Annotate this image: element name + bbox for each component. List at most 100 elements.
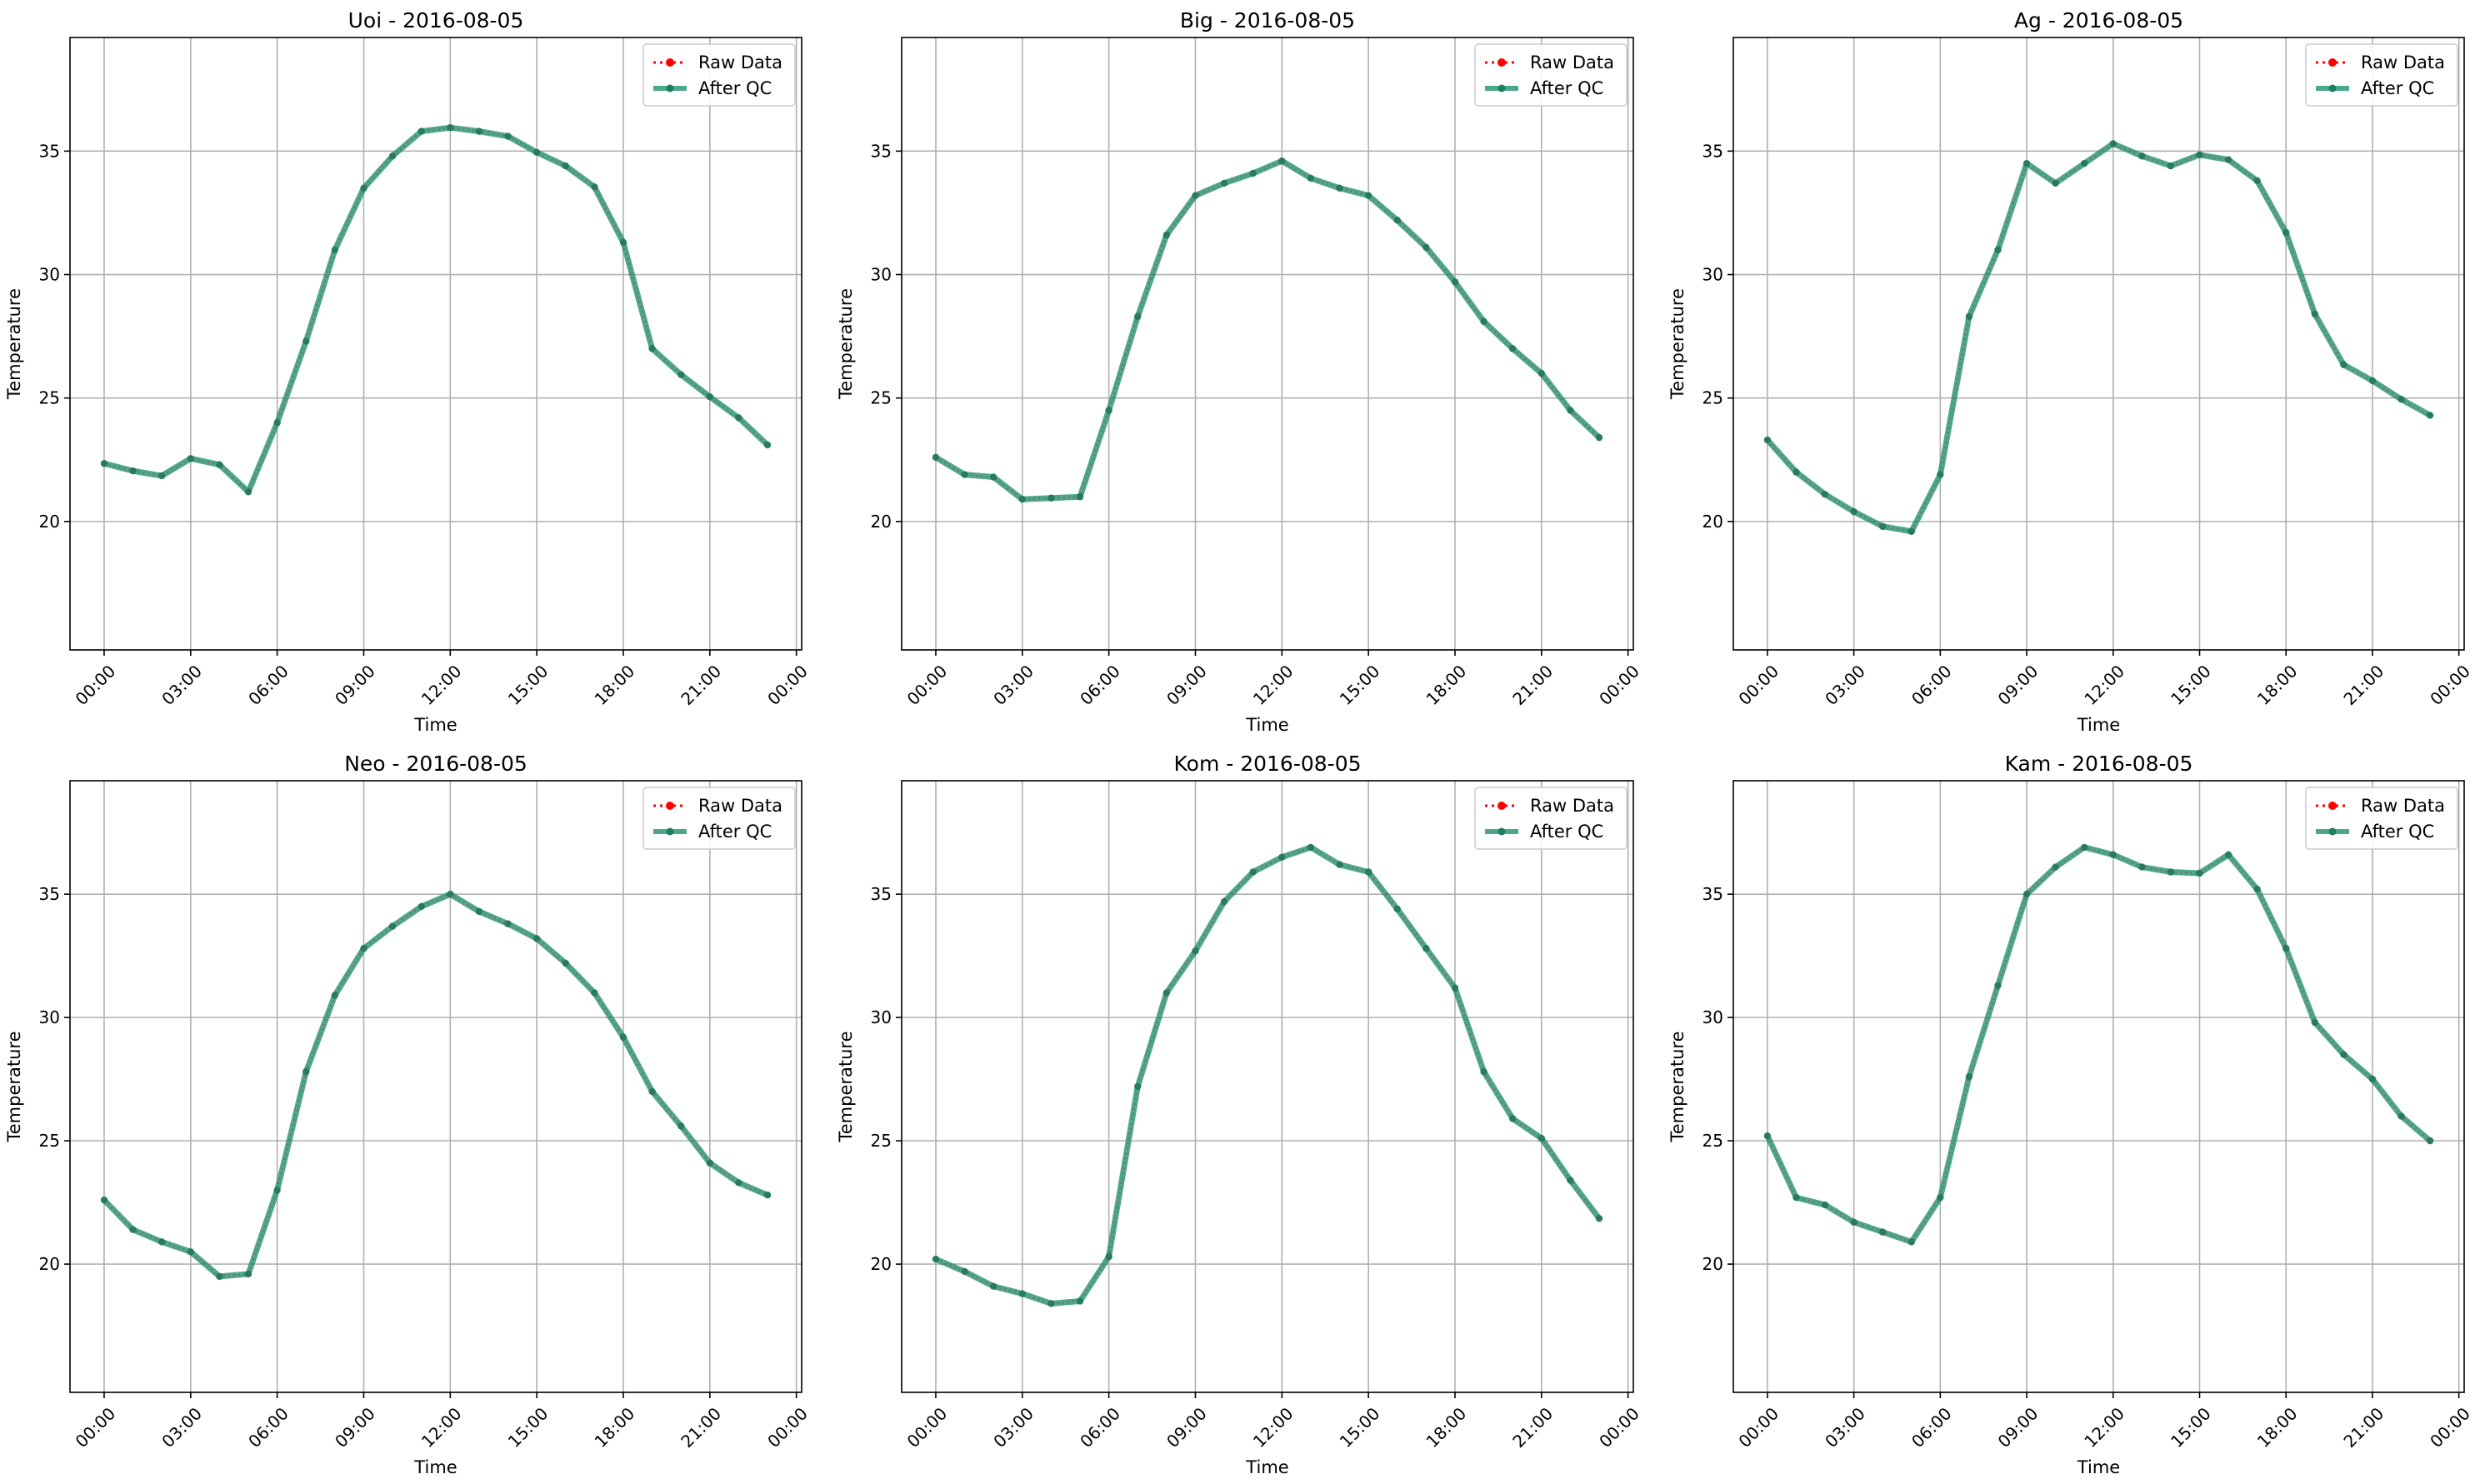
after-qc-point <box>961 471 968 478</box>
x-axis-label: Time <box>413 1457 457 1477</box>
legend-qc-marker <box>1498 827 1506 836</box>
plot-frame <box>1732 780 2465 1393</box>
after-qc-point <box>158 472 166 480</box>
x-tick-label: 06:00 <box>1908 661 1956 709</box>
after-qc-point <box>735 1179 742 1187</box>
after-qc-point <box>1336 184 1343 192</box>
legend-raw-label: Raw Data <box>698 796 782 816</box>
after-qc-point <box>706 393 714 401</box>
after-qc-point <box>678 371 685 378</box>
chart-title: Big - 2016-08-05 <box>1180 8 1355 32</box>
x-tick-label: 12:00 <box>1249 1403 1298 1452</box>
x-tick-label: 21:00 <box>2340 661 2388 709</box>
series-after-qc-line <box>932 157 1602 502</box>
y-tick-label: 25 <box>39 388 60 408</box>
series-raw-line <box>103 126 768 494</box>
chart-panel-6: 00:00 03:00 06:00 09:00 12:00 15:00 18:00 21:00… <box>1668 752 2474 1477</box>
x-axis-label: Time <box>1245 715 1288 735</box>
after-qc-point <box>1393 217 1401 224</box>
after-qc-point <box>1937 1193 1944 1202</box>
after-qc-point <box>2196 151 2203 158</box>
after-qc-point <box>1278 853 1286 861</box>
after-qc-point <box>1965 312 1973 321</box>
series-after-qc-line <box>932 844 1602 1307</box>
chart-title: Uoi - 2016-08-05 <box>348 8 524 32</box>
legend-raw-marker <box>2328 58 2337 67</box>
after-qc-point <box>302 1068 310 1076</box>
after-qc-point <box>187 1248 194 1256</box>
after-qc-point <box>2052 863 2059 871</box>
after-qc-point <box>562 959 569 967</box>
x-tick-label: 09:00 <box>1162 1403 1211 1452</box>
after-qc-point <box>360 184 368 192</box>
after-qc-point <box>1162 231 1171 239</box>
after-qc-point <box>591 989 598 997</box>
after-qc-point <box>1192 192 1199 199</box>
x-tick-label: 18:00 <box>2253 661 2302 709</box>
x-tick-label: 00:00 <box>763 1403 812 1452</box>
x-tick-label: 00:00 <box>763 661 812 709</box>
legend-qc-marker <box>2328 827 2337 836</box>
legend: Raw Data After QC <box>1474 787 1628 850</box>
after-qc-point <box>989 1282 998 1290</box>
after-qc-point <box>2398 395 2405 403</box>
legend-raw-label: Raw Data <box>2361 796 2445 816</box>
x-tick-label: 03:00 <box>1821 1403 1869 1452</box>
y-tick-label: 25 <box>871 388 892 408</box>
x-tick-label: 12:00 <box>2080 661 2128 709</box>
y-tick-label: 20 <box>1702 1254 1723 1274</box>
y-tick-label: 20 <box>871 512 892 532</box>
after-qc-point <box>2253 886 2261 893</box>
after-qc-point <box>1249 169 1257 177</box>
after-qc-point <box>1018 1290 1026 1297</box>
y-tick-label: 25 <box>1702 388 1723 408</box>
after-qc-point <box>1162 989 1171 997</box>
after-qc-point <box>475 907 483 916</box>
series-after-qc-line <box>101 124 771 495</box>
after-qc-point <box>2311 1018 2318 1027</box>
x-axis-label: Time <box>2077 1457 2120 1477</box>
after-qc-point <box>1595 433 1603 442</box>
after-qc-point <box>273 419 281 427</box>
after-qc-point <box>129 1226 137 1233</box>
chart-panel-3: 00:00 03:00 06:00 09:00 12:00 15:00 18:00 21:00… <box>1668 8 2474 735</box>
after-qc-point <box>1393 905 1401 913</box>
legend: Raw Data After QC <box>1474 43 1628 107</box>
after-qc-point <box>2398 1112 2405 1120</box>
legend-qc-label: After QC <box>1530 78 1603 98</box>
legend: Raw Data After QC <box>642 43 796 107</box>
x-tick-label: 03:00 <box>158 661 206 709</box>
legend-qc-marker <box>1498 84 1506 92</box>
after-qc-point <box>532 935 541 942</box>
after-qc-point <box>1908 1238 1915 1246</box>
x-tick-label: 00:00 <box>1595 1403 1643 1452</box>
x-tick-label: 15:00 <box>1336 661 1384 709</box>
after-qc-point <box>475 127 483 135</box>
x-tick-label: 21:00 <box>1508 661 1557 709</box>
y-tick-label: 35 <box>871 884 892 904</box>
x-tick-label: 09:00 <box>1994 1403 2042 1452</box>
after-qc-point <box>1220 179 1228 187</box>
x-tick-label: 12:00 <box>2080 1403 2128 1452</box>
after-qc-point <box>678 1122 685 1130</box>
after-qc-point <box>619 238 628 247</box>
after-qc-point <box>1821 491 1829 498</box>
after-qc-point <box>648 345 656 352</box>
after-qc-point <box>1567 407 1574 414</box>
after-qc-point <box>158 1238 166 1246</box>
after-qc-point <box>2340 1051 2348 1058</box>
legend-qc-label: After QC <box>1530 822 1603 842</box>
y-tick-label: 25 <box>871 1131 892 1151</box>
after-qc-point <box>331 246 339 254</box>
after-qc-point <box>1480 1068 1488 1076</box>
after-qc-point <box>1879 522 1887 531</box>
after-qc-point <box>1192 947 1199 955</box>
after-qc-point <box>2253 177 2261 185</box>
legend-qc-marker <box>666 84 674 92</box>
after-qc-point <box>1278 157 1286 165</box>
after-qc-point <box>447 890 454 898</box>
legend-raw-marker <box>1498 802 1506 810</box>
after-qc-point <box>1821 1201 1829 1209</box>
x-axis-label: Time <box>1245 1457 1288 1477</box>
after-qc-point <box>1792 468 1800 476</box>
